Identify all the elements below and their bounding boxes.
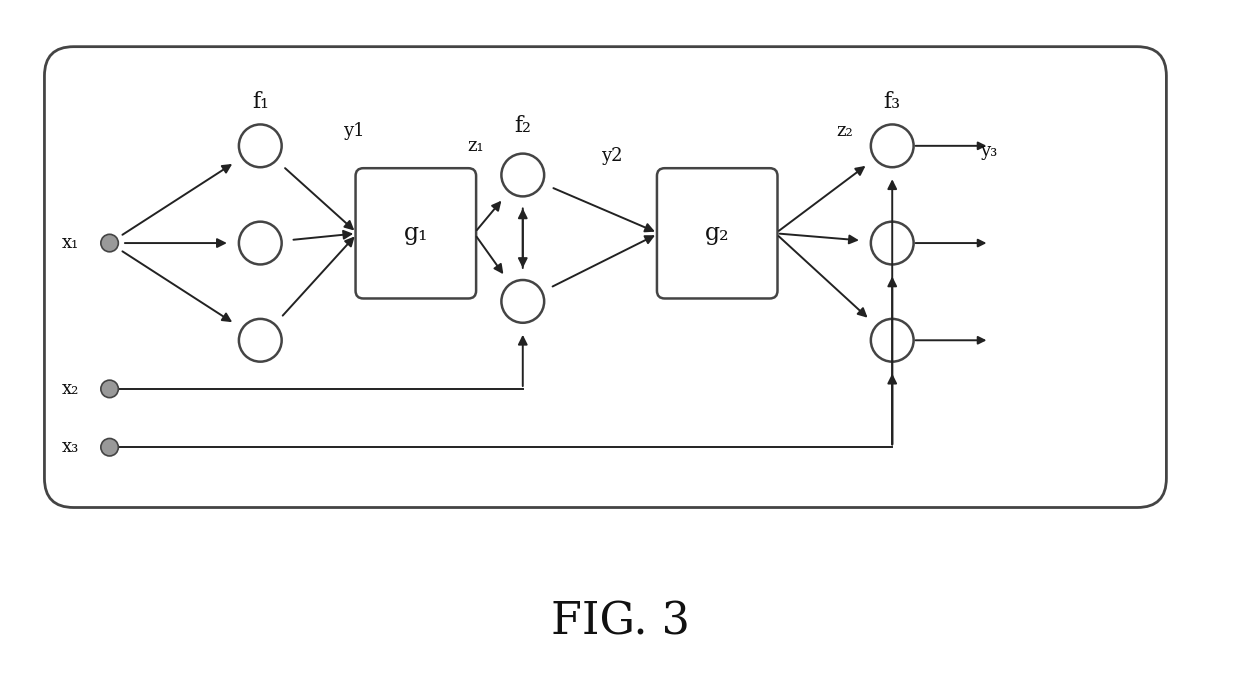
- FancyBboxPatch shape: [657, 168, 777, 298]
- Circle shape: [501, 280, 544, 323]
- Circle shape: [870, 125, 914, 167]
- Text: y2: y2: [600, 146, 622, 164]
- Circle shape: [100, 234, 118, 252]
- Text: g₂: g₂: [704, 222, 729, 245]
- Text: FIG. 3: FIG. 3: [551, 601, 689, 644]
- Text: x₁: x₁: [62, 234, 79, 252]
- Circle shape: [870, 319, 914, 362]
- Text: z₂: z₂: [837, 122, 853, 140]
- Text: f₁: f₁: [252, 91, 269, 113]
- Text: x₂: x₂: [62, 380, 79, 398]
- Text: y₃: y₃: [980, 141, 997, 160]
- Circle shape: [239, 222, 281, 265]
- FancyBboxPatch shape: [45, 47, 1167, 508]
- Text: f₃: f₃: [884, 91, 900, 113]
- Text: g₁: g₁: [403, 222, 428, 245]
- Text: y1: y1: [343, 122, 365, 140]
- Circle shape: [239, 125, 281, 167]
- Circle shape: [870, 222, 914, 265]
- Circle shape: [239, 319, 281, 362]
- Text: f₂: f₂: [515, 116, 531, 137]
- Text: x₃: x₃: [62, 438, 79, 456]
- Circle shape: [501, 153, 544, 197]
- Text: z₁: z₁: [467, 136, 484, 155]
- Circle shape: [100, 380, 118, 398]
- Circle shape: [100, 438, 118, 456]
- FancyBboxPatch shape: [356, 168, 476, 298]
